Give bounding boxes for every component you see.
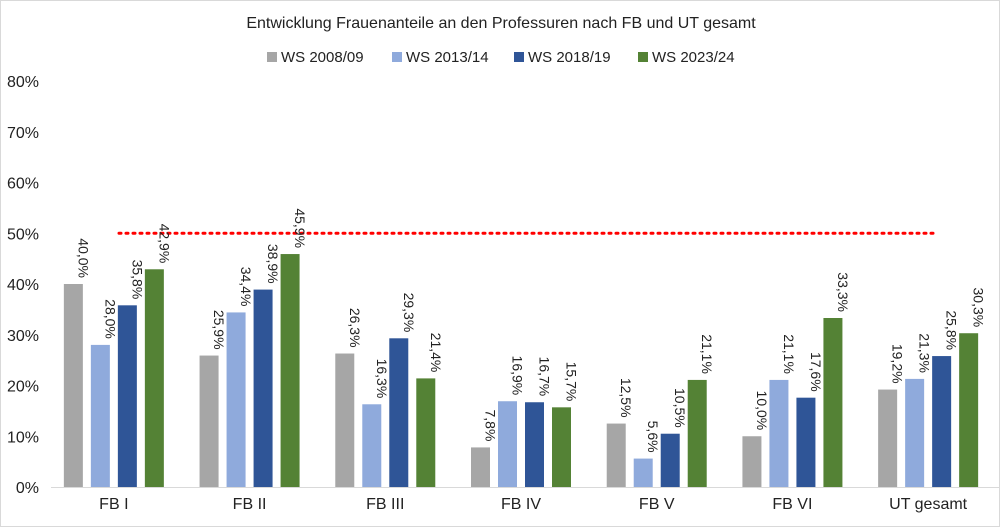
bar	[959, 333, 979, 487]
x-tick-label: FB V	[639, 496, 675, 513]
legend-label: WS 2023/24	[652, 49, 735, 66]
data-label: 16,3%	[374, 359, 390, 399]
bar	[932, 356, 952, 487]
x-tick-label: FB IV	[501, 496, 541, 513]
bar	[362, 404, 382, 487]
data-label: 21,1%	[781, 334, 797, 374]
data-label: 5,6%	[645, 421, 661, 453]
bar	[905, 378, 925, 487]
data-label: 25,9%	[211, 310, 227, 350]
data-label: 40,0%	[75, 238, 91, 278]
x-tick-label: FB III	[366, 496, 404, 513]
data-labels: 40,0% 28,0% 35,8% 42,9% 25,9% 34,4% 38,9% 45,9%…	[75, 208, 986, 452]
data-label: 35,8%	[129, 260, 145, 300]
legend-swatch	[514, 52, 524, 62]
y-tick-label: 40%	[7, 277, 39, 294]
data-label: 10,0%	[754, 391, 770, 431]
legend-item: WS 2023/24	[638, 49, 735, 66]
data-label: 16,9%	[510, 356, 526, 396]
bar	[90, 344, 110, 487]
y-tick-label: 30%	[7, 328, 39, 345]
y-tick-label: 0%	[16, 480, 39, 497]
bar	[660, 433, 680, 487]
data-label: 21,3%	[917, 333, 933, 373]
y-tick-label: 60%	[7, 176, 39, 193]
bar	[253, 289, 273, 487]
data-label: 10,5%	[672, 388, 688, 428]
x-tick-label: UT gesamt	[889, 496, 968, 513]
data-label: 26,3%	[347, 308, 363, 348]
data-label: 21,1%	[699, 334, 715, 374]
legend-item: WS 2013/14	[392, 49, 489, 66]
chart-title: Entwicklung Frauenanteile an den Profess…	[246, 15, 756, 32]
bar	[606, 423, 626, 487]
bar	[823, 318, 843, 487]
bar	[525, 402, 544, 487]
bar	[144, 269, 164, 487]
bar	[498, 401, 517, 487]
bar	[63, 284, 83, 487]
data-label: 25,8%	[944, 310, 960, 350]
data-label: 42,9%	[156, 224, 172, 264]
y-axis: 0% 10% 20% 30% 40% 50% 60% 70% 80%	[7, 74, 39, 497]
data-label: 17,6%	[808, 352, 824, 392]
legend-item: WS 2008/09	[267, 49, 364, 66]
x-axis: FB I FB II FB III FB IV FB V FB VI UT gesamt	[51, 487, 1000, 513]
x-tick-label: FB VI	[772, 496, 812, 513]
bar	[117, 305, 137, 487]
y-tick-label: 50%	[7, 226, 39, 243]
data-label: 33,3%	[835, 272, 851, 312]
data-label: 30,3%	[971, 288, 987, 328]
bar	[226, 312, 246, 487]
data-label: 21,4%	[428, 333, 444, 373]
bar	[389, 338, 409, 487]
legend-label: WS 2008/09	[281, 49, 364, 66]
data-label: 45,9%	[292, 208, 308, 248]
bar	[416, 378, 436, 487]
bar	[335, 353, 355, 487]
bar	[769, 379, 789, 487]
bar	[796, 397, 816, 487]
y-tick-label: 80%	[7, 74, 39, 91]
data-label: 15,7%	[564, 362, 580, 402]
data-label: 34,4%	[238, 267, 254, 307]
bar	[742, 436, 762, 487]
legend-swatch	[392, 52, 402, 62]
legend: WS 2008/09 WS 2013/14 WS 2018/19 WS 2023/24	[267, 49, 735, 66]
legend-swatch	[267, 52, 277, 62]
data-label: 7,8%	[483, 409, 499, 441]
data-label: 38,9%	[265, 244, 281, 284]
bar	[878, 389, 898, 487]
data-label: 12,5%	[618, 378, 634, 418]
bar	[687, 379, 707, 487]
x-tick-label: FB I	[99, 496, 128, 513]
bar	[280, 254, 300, 487]
data-label: 16,7%	[537, 357, 553, 397]
bar	[552, 407, 571, 487]
legend-swatch	[638, 52, 648, 62]
y-tick-label: 10%	[7, 429, 39, 446]
y-tick-label: 20%	[7, 379, 39, 396]
legend-label: WS 2013/14	[406, 49, 489, 66]
y-tick-label: 70%	[7, 125, 39, 142]
legend-label: WS 2018/19	[528, 49, 611, 66]
x-tick-label: FB II	[233, 496, 267, 513]
bar	[199, 355, 219, 487]
data-label: 28,0%	[102, 299, 118, 339]
bars	[63, 254, 979, 487]
legend-item: WS 2018/19	[514, 49, 611, 66]
data-label: 29,3%	[401, 293, 417, 333]
data-label: 19,2%	[890, 344, 906, 384]
bar	[471, 447, 490, 487]
bar	[633, 458, 653, 487]
